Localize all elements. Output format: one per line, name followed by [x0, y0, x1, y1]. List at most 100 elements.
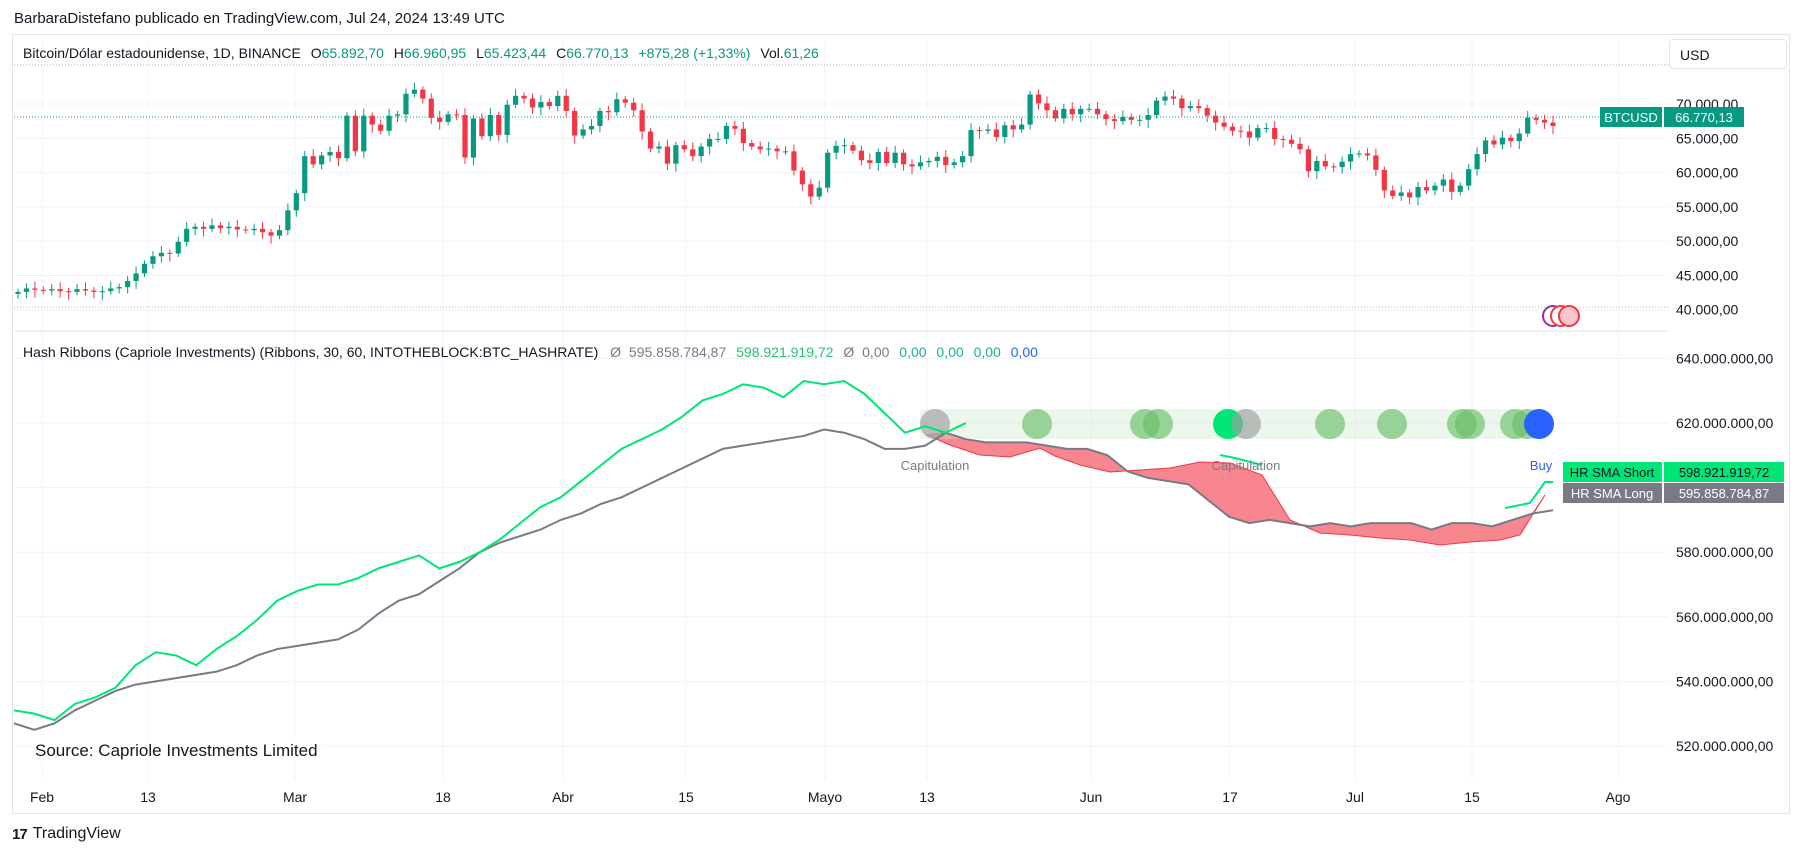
candle-body — [1179, 98, 1185, 109]
candle-body — [639, 110, 645, 132]
candle-body — [251, 228, 257, 231]
candle-body — [369, 115, 375, 125]
candle-body — [23, 288, 30, 292]
candle-body — [462, 115, 468, 158]
candle-body — [605, 110, 611, 113]
signal-dot — [1315, 409, 1345, 439]
candle-body — [1297, 143, 1303, 150]
hr-short-name-badge — [1563, 462, 1662, 482]
price-tick-label: 45.000,00 — [1676, 267, 1738, 283]
candle-body — [496, 115, 502, 135]
candle-body — [917, 162, 924, 167]
indicator-value-4: 0,00 — [899, 344, 927, 360]
candle-body — [546, 101, 552, 107]
price-tick-label: 50.000,00 — [1676, 233, 1738, 249]
candle-body — [656, 146, 662, 149]
volume-label: Vol. — [760, 45, 784, 61]
close-label: C — [556, 45, 567, 61]
signal-dot — [1377, 409, 1407, 439]
candle-body — [572, 110, 578, 136]
flag-icons[interactable] — [1542, 305, 1580, 327]
footer[interactable]: 17 TradingView — [12, 825, 121, 843]
candle-body — [993, 129, 999, 137]
candle-body — [234, 226, 240, 230]
candle-body — [394, 114, 401, 116]
candle-body — [1069, 108, 1075, 115]
candle-body — [1390, 190, 1396, 196]
candle-body — [411, 89, 418, 94]
candle-body — [1128, 117, 1134, 120]
candle-body — [428, 98, 434, 118]
candle-body — [1457, 185, 1463, 192]
candle-body — [521, 95, 527, 99]
candle-body — [116, 287, 122, 289]
source-note: Source: Capriole Investments Limited — [31, 739, 322, 763]
hashrate-tick-label: 540.000.000,00 — [1676, 673, 1774, 689]
candle-body — [664, 146, 671, 164]
candle-body — [1263, 128, 1269, 130]
signal-dot — [920, 409, 950, 439]
signal-dot — [1455, 409, 1485, 439]
candle-body — [1305, 149, 1312, 172]
candle-body — [1373, 155, 1379, 170]
candle-body — [310, 156, 316, 165]
candle-body — [1229, 126, 1236, 131]
candle-body — [15, 291, 21, 294]
candle-body — [1187, 106, 1193, 109]
footer-brand: TradingView — [32, 825, 121, 842]
candle-body — [1027, 94, 1033, 125]
candle-body — [82, 289, 89, 291]
time-tick-label: 13 — [919, 789, 935, 805]
candle-body — [698, 146, 704, 157]
candle-body — [867, 160, 873, 164]
symbol-legend[interactable]: Bitcoin/Dólar estadounidense, 1D, BINANC… — [23, 45, 819, 61]
candle-body — [858, 150, 865, 161]
candle-body — [647, 131, 654, 149]
candle-body — [690, 149, 696, 157]
candle-body — [66, 291, 72, 293]
candle-body — [420, 89, 426, 99]
candle-body — [209, 225, 215, 229]
candle-body — [1466, 169, 1472, 186]
time-axis: Feb 13 Mar 18 Abr 15 Mayo 13 Jun 17 Jul 15 Ago — [30, 789, 1631, 805]
candle-body — [1381, 169, 1387, 191]
hashrate-tick-label: 560.000.000,00 — [1676, 609, 1774, 625]
capitulation-label-1: Capitulation — [901, 458, 970, 473]
candle-body — [268, 232, 274, 236]
indicator-legend[interactable]: Hash Ribbons (Capriole Investments) (Rib… — [23, 344, 1038, 360]
capitulation-ribbon-area — [925, 432, 1546, 546]
price-badge-label: 66.770,13 — [1675, 110, 1733, 125]
candle-body — [1078, 108, 1084, 115]
candle-body — [1499, 137, 1505, 145]
candle-body — [1314, 160, 1320, 172]
candle-body — [631, 102, 637, 111]
candle-body — [1550, 122, 1556, 126]
candle-body — [1221, 122, 1227, 127]
candle-body — [538, 101, 544, 108]
candle-body — [1398, 192, 1404, 196]
time-tick-label: Mar — [283, 789, 307, 805]
candle-body — [909, 164, 915, 167]
candle-body — [1052, 110, 1058, 119]
candle-body — [1407, 192, 1413, 198]
low-label: L — [476, 45, 484, 61]
candle-body — [841, 145, 848, 147]
currency-button[interactable]: USD — [1669, 39, 1787, 69]
close-value: 66.770,13 — [566, 45, 629, 61]
candle-body — [825, 152, 831, 188]
candle-body — [99, 291, 105, 293]
hr-long-name: HR SMA Long — [1571, 486, 1653, 501]
price-tick-label: 60.000,00 — [1676, 165, 1738, 181]
time-tick-label: Jun — [1080, 789, 1103, 805]
candle-body — [1423, 187, 1430, 191]
price-tick-label: 65.000,00 — [1676, 130, 1738, 146]
symbol-name: Bitcoin/Dólar estadounidense, 1D, BINANC… — [23, 45, 301, 61]
candle-body — [749, 143, 755, 147]
hr-sma-short-tail — [1504, 481, 1553, 509]
hr-short-name: HR SMA Short — [1570, 465, 1655, 480]
price-tick-label: 40.000,00 — [1676, 302, 1738, 318]
hr-long-value: 595.858.784,87 — [1679, 486, 1769, 501]
candle-body — [1238, 130, 1244, 132]
candle-body — [1153, 100, 1160, 116]
